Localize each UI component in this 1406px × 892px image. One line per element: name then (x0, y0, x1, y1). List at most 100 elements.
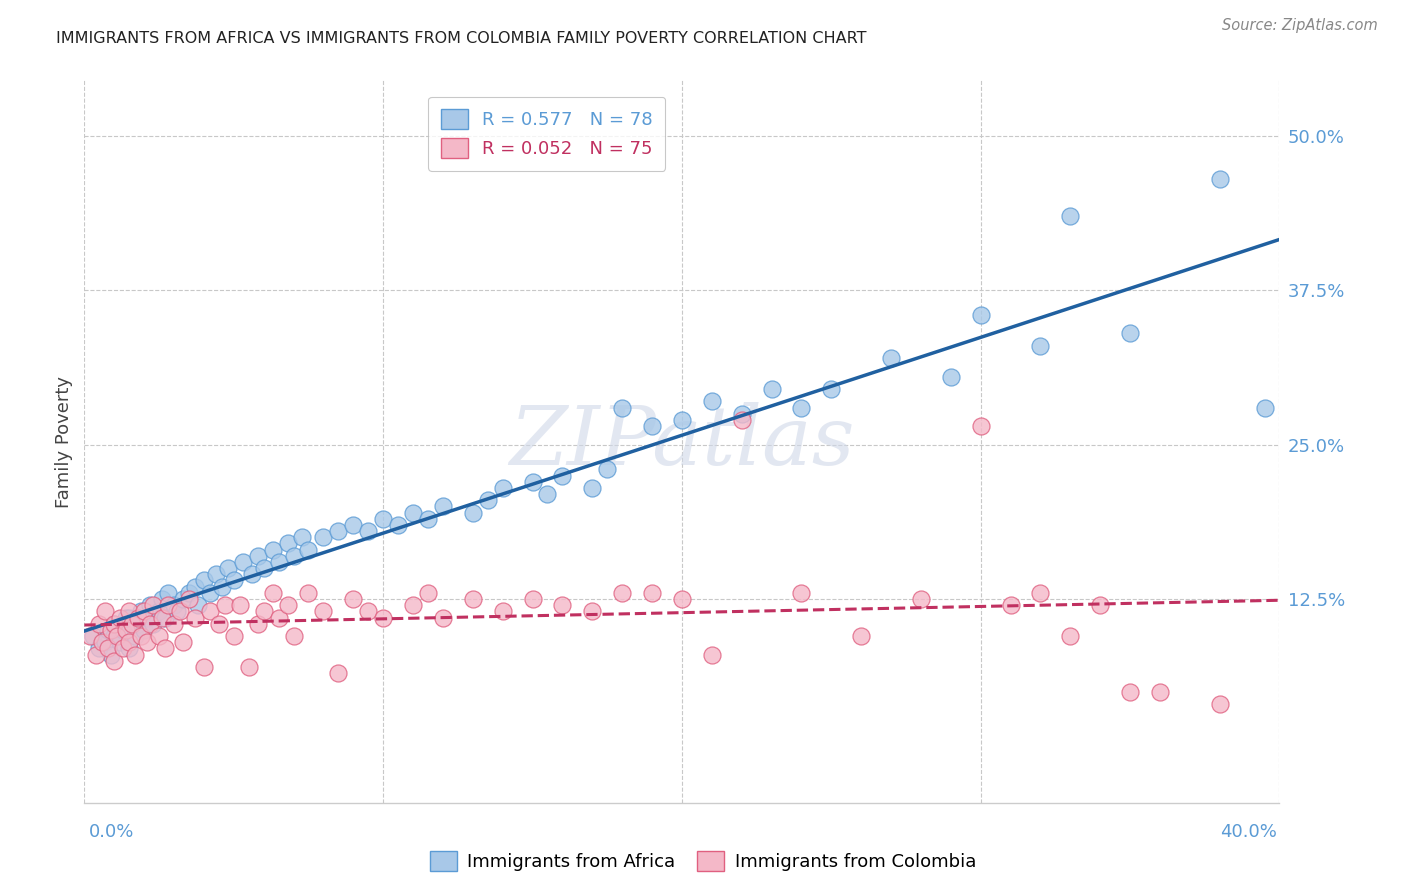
Point (1119, 326, 1142, 341)
Point (610, 401, 633, 415)
Point (342, 517, 364, 532)
Point (477, 493, 499, 508)
Point (150, 592, 173, 607)
Point (551, 468, 574, 483)
Point (939, 369, 962, 384)
Point (761, 382, 783, 396)
Point (671, 592, 693, 607)
Point (1208, 172, 1232, 186)
Point (1029, 339, 1052, 353)
Point (132, 623, 156, 637)
Point (1208, 697, 1232, 711)
Point (402, 598, 425, 612)
Point (267, 610, 290, 624)
Point (432, 500, 454, 514)
Point (208, 616, 231, 631)
Point (790, 586, 813, 600)
Point (238, 660, 260, 674)
Point (142, 598, 165, 612)
Point (820, 382, 842, 396)
Point (297, 586, 319, 600)
Point (184, 610, 207, 624)
Point (536, 487, 558, 501)
Point (342, 592, 364, 607)
Point (551, 598, 574, 612)
Point (184, 580, 207, 594)
Point (283, 549, 305, 563)
Point (124, 629, 146, 643)
Point (461, 506, 484, 520)
Point (970, 308, 993, 322)
Point (100, 648, 122, 662)
Point (312, 530, 335, 544)
Point (267, 555, 290, 569)
Point (118, 635, 141, 649)
Point (371, 610, 394, 624)
Point (139, 598, 162, 612)
Point (211, 580, 233, 594)
Point (731, 413, 754, 427)
Point (222, 574, 245, 588)
Point (312, 604, 335, 618)
Point (246, 549, 269, 563)
Point (731, 407, 754, 421)
Point (671, 413, 693, 427)
Point (700, 394, 723, 409)
Point (121, 616, 143, 631)
Point (94, 604, 117, 618)
Point (172, 592, 194, 607)
Y-axis label: Family Poverty: Family Poverty (55, 376, 73, 508)
Point (110, 635, 132, 649)
Text: 40.0%: 40.0% (1220, 822, 1277, 840)
Point (253, 561, 276, 575)
Point (139, 616, 162, 631)
Point (1029, 586, 1052, 600)
Point (492, 604, 515, 618)
Point (97, 641, 120, 656)
Point (262, 586, 284, 600)
Point (103, 616, 125, 631)
Point (115, 610, 138, 624)
Point (581, 604, 603, 618)
Point (169, 604, 191, 618)
Point (163, 598, 186, 612)
Point (132, 604, 156, 618)
Point (970, 419, 993, 434)
Point (610, 586, 633, 600)
Point (328, 666, 350, 681)
Point (187, 598, 209, 612)
Point (177, 586, 200, 600)
Point (416, 512, 439, 526)
Point (1059, 629, 1081, 643)
Point (153, 610, 176, 624)
Point (127, 616, 149, 631)
Point (492, 481, 515, 495)
Point (166, 604, 188, 618)
Point (1090, 598, 1112, 612)
Legend: R = 0.577   N = 78, R = 0.052   N = 75: R = 0.577 N = 78, R = 0.052 N = 75 (427, 96, 665, 170)
Point (387, 517, 409, 532)
Point (86, 648, 108, 662)
Point (416, 586, 439, 600)
Point (118, 610, 141, 624)
Point (205, 567, 228, 582)
Point (193, 660, 215, 674)
Point (150, 610, 173, 624)
Point (1253, 401, 1275, 415)
Point (283, 629, 305, 643)
Point (112, 641, 135, 656)
Point (1000, 598, 1022, 612)
Point (880, 351, 903, 366)
Point (163, 616, 186, 631)
Point (240, 567, 263, 582)
Point (157, 598, 180, 612)
Point (103, 654, 125, 668)
Point (136, 635, 159, 649)
Point (328, 524, 350, 538)
Point (172, 635, 194, 649)
Point (82, 629, 104, 643)
Point (153, 641, 176, 656)
Point (89, 616, 111, 631)
Point (641, 586, 664, 600)
Point (129, 629, 152, 643)
